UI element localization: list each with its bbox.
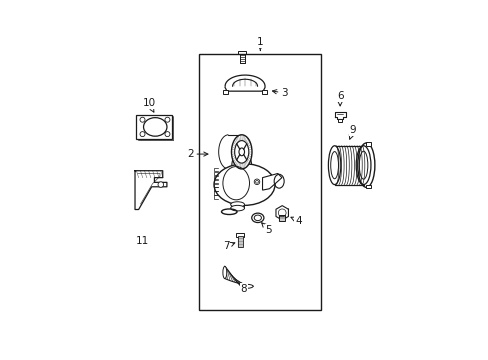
Ellipse shape (254, 215, 261, 221)
Ellipse shape (143, 118, 166, 136)
Ellipse shape (164, 132, 170, 136)
Text: 8: 8 (240, 284, 247, 293)
Bar (199, 54, 321, 310)
Bar (223, 90, 227, 94)
Bar (366, 143, 370, 146)
Text: 5: 5 (261, 223, 271, 235)
Ellipse shape (230, 205, 244, 211)
Ellipse shape (328, 146, 340, 185)
Bar (262, 90, 266, 94)
Ellipse shape (231, 151, 251, 182)
Text: 11: 11 (136, 236, 149, 246)
Text: 6: 6 (336, 91, 343, 106)
Ellipse shape (355, 146, 370, 185)
Bar (279, 215, 285, 221)
Ellipse shape (214, 164, 274, 205)
Bar (240, 54, 244, 63)
Text: 7: 7 (223, 241, 234, 251)
Bar (236, 233, 244, 237)
Bar (366, 185, 370, 188)
Ellipse shape (234, 141, 248, 163)
Bar (338, 118, 342, 122)
Text: 3: 3 (272, 88, 287, 98)
Bar (136, 115, 172, 139)
Ellipse shape (230, 202, 244, 207)
Ellipse shape (330, 152, 338, 179)
Ellipse shape (164, 117, 170, 122)
Ellipse shape (158, 182, 163, 187)
Ellipse shape (140, 132, 145, 136)
Ellipse shape (223, 266, 226, 279)
Text: 1: 1 (257, 37, 263, 51)
Ellipse shape (239, 148, 244, 156)
Ellipse shape (241, 284, 253, 288)
Bar (237, 237, 242, 247)
Ellipse shape (359, 151, 367, 179)
Ellipse shape (140, 117, 145, 122)
Text: 2: 2 (187, 149, 207, 159)
Text: 4: 4 (290, 216, 301, 226)
Text: 10: 10 (142, 98, 155, 112)
Ellipse shape (251, 213, 264, 222)
Ellipse shape (231, 135, 251, 169)
Text: 9: 9 (348, 125, 356, 139)
Polygon shape (262, 174, 282, 190)
Bar (238, 51, 245, 54)
